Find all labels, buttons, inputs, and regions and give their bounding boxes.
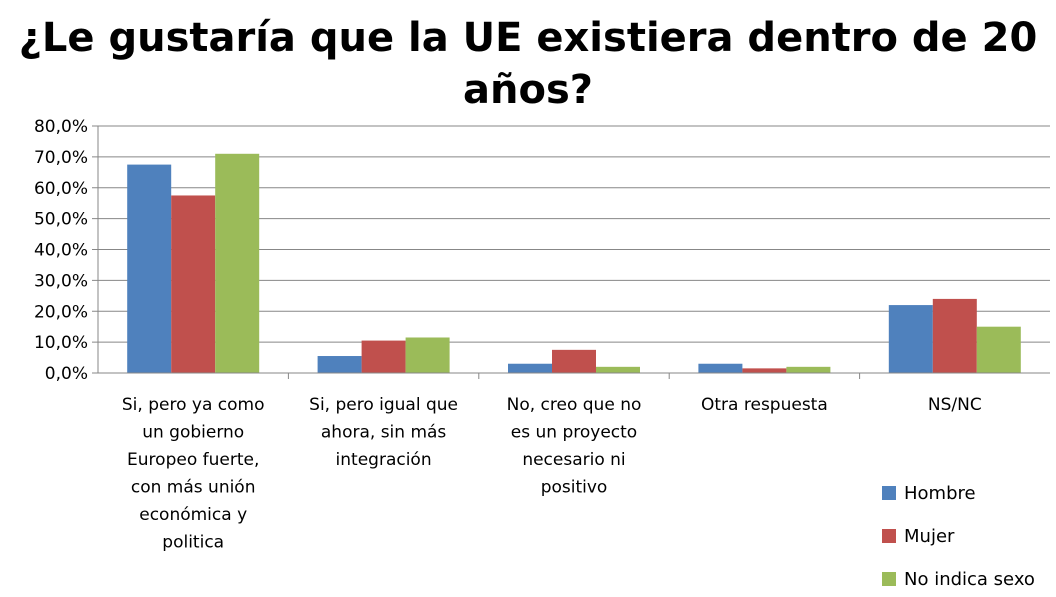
- legend: Hombre Mujer No indica sexo: [882, 483, 1035, 590]
- bar-mujer: [742, 368, 787, 373]
- y-tick-label: 80,0%: [34, 117, 88, 137]
- bar-mujer: [171, 195, 216, 373]
- y-tick-label: 40,0%: [34, 241, 88, 261]
- axes: [92, 125, 1050, 379]
- legend-swatch: [882, 529, 896, 543]
- chart-title-line-2: años?: [463, 67, 593, 113]
- category-label-line: ahora, sin más: [321, 423, 447, 443]
- y-tick-label: 60,0%: [34, 179, 88, 199]
- x-axis-category-labels: Si, pero ya como un gobierno Europeo fuert…: [122, 395, 982, 553]
- category-label-line: económica y: [139, 505, 247, 525]
- legend-swatch: [882, 572, 896, 586]
- bar-mujer: [932, 298, 977, 373]
- y-tick-label: 30,0%: [34, 271, 88, 291]
- bar-no-indica-sexo: [596, 366, 640, 373]
- legend-label: Hombre: [904, 483, 976, 504]
- chart-title: ¿Le gustaría que la UE existiera dentro …: [0, 12, 1056, 116]
- category-label-line: Si, pero ya como: [122, 395, 265, 415]
- y-tick-label: 70,0%: [34, 148, 88, 168]
- category-label-line: con más unión: [131, 478, 256, 498]
- y-tick-label: 20,0%: [34, 302, 88, 322]
- category-label-line: NS/NC: [928, 395, 982, 415]
- chart-title-line-1: ¿Le gustaría que la UE existiera dentro …: [18, 15, 1038, 61]
- category-label-line: un gobierno: [142, 423, 244, 443]
- bar-no-indica-sexo: [215, 153, 260, 373]
- bars: [127, 153, 1021, 373]
- category-label-line: Europeo fuerte,: [127, 450, 259, 470]
- category-label-line: No, creo que no: [507, 395, 642, 415]
- category-label: NS/NC: [928, 395, 982, 415]
- y-tick-label: 0,0%: [45, 364, 88, 384]
- bar-hombre: [127, 164, 172, 373]
- bar-hombre: [888, 305, 933, 373]
- y-tick-label: 10,0%: [34, 333, 88, 353]
- bar-mujer: [361, 340, 406, 373]
- bar-hombre: [508, 363, 552, 373]
- bar-no-indica-sexo: [976, 326, 1021, 373]
- bar-hombre: [317, 356, 362, 373]
- category-label-line: Si, pero igual que: [309, 395, 458, 415]
- bar-hombre: [698, 363, 743, 373]
- legend-label: Mujer: [904, 526, 955, 547]
- category-label: No, creo que no es un proyecto necesario n…: [507, 395, 642, 498]
- category-label-line: politica: [162, 533, 224, 553]
- category-label-line: positivo: [541, 478, 608, 498]
- bar-no-indica-sexo: [405, 337, 450, 373]
- bar-mujer: [552, 349, 596, 373]
- bar-no-indica-sexo: [786, 366, 831, 373]
- y-tick-label: 50,0%: [34, 210, 88, 230]
- category-label-line: es un proyecto: [511, 423, 637, 443]
- category-label-line: necesario ni: [522, 450, 625, 470]
- y-axis-tick-labels: 0,0% 10,0% 20,0% 30,0% 40,0% 50,0% 60,0% 70,0% 8…: [34, 117, 88, 384]
- category-label: Si, pero igual que ahora, sin más integrac…: [309, 395, 458, 470]
- category-label-line: integración: [336, 450, 432, 470]
- category-label: Otra respuesta: [701, 395, 828, 415]
- legend-swatch: [882, 486, 896, 500]
- category-label: Si, pero ya como un gobierno Europeo fuert…: [122, 395, 265, 553]
- legend-label: No indica sexo: [904, 569, 1035, 590]
- category-label-line: Otra respuesta: [701, 395, 828, 415]
